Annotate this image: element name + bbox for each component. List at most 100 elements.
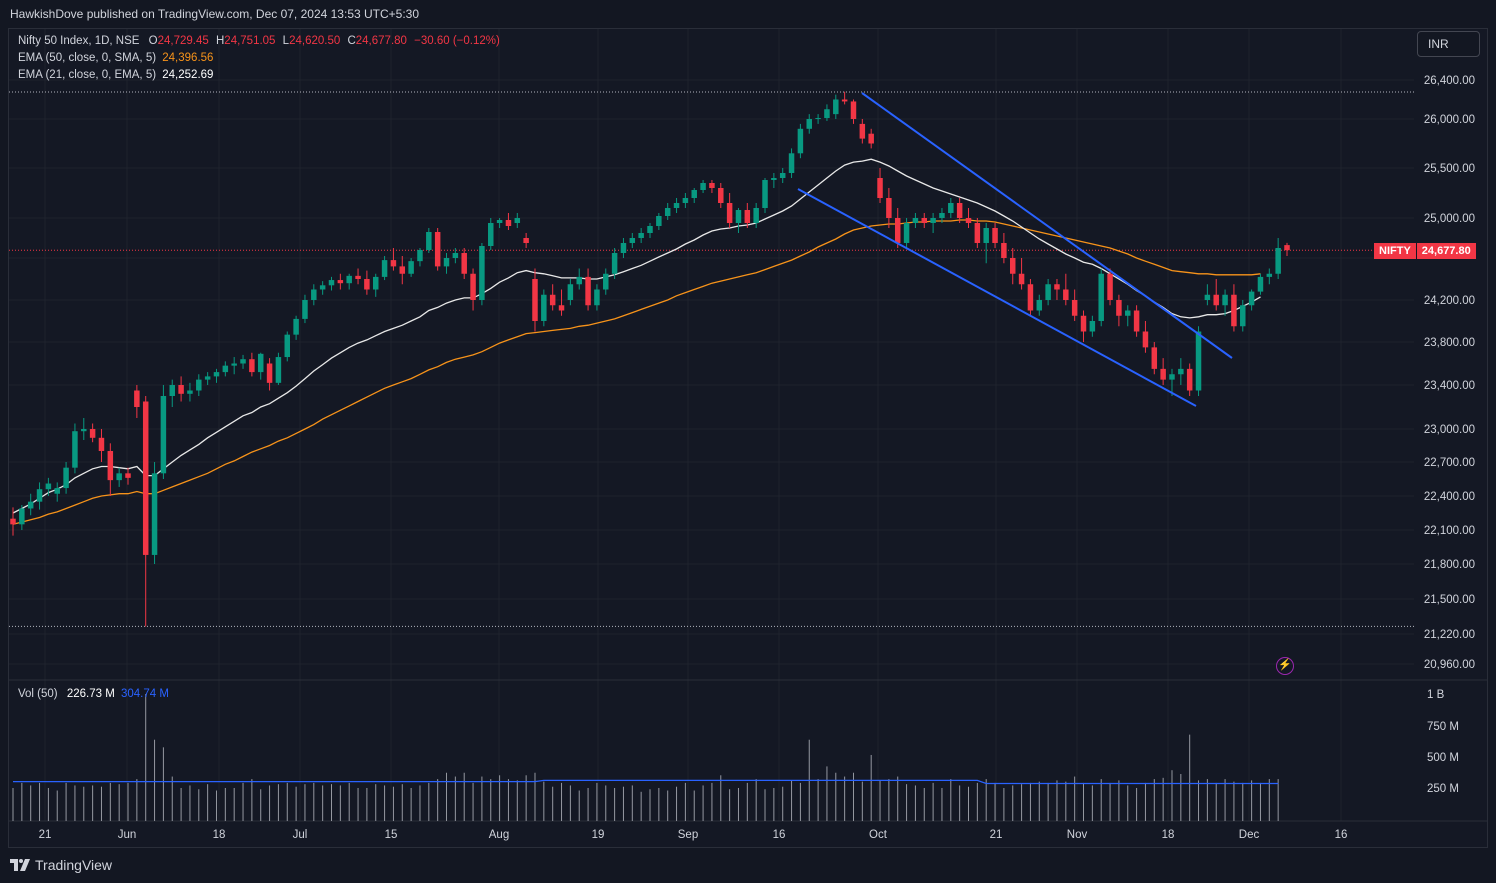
candle-body [567,284,574,300]
candle-body [1142,331,1149,348]
x-tick-label: Dec [1239,829,1260,841]
x-tick-label: Oct [869,829,888,841]
x-tick-label: 18 [1162,829,1175,841]
open-label: O [148,35,158,47]
candle-body [98,437,105,451]
candle-body [1080,315,1087,332]
candle-body [532,279,538,321]
candle-body [558,305,565,311]
candle-body [1195,331,1202,391]
chart-canvas[interactable]: 21 Jun 18 Jul 15 Aug 19 Sep 16 Oct 21 Nov 18 Dec 16 26,… [9,29,1487,847]
candle-body [319,285,326,290]
candle-body [426,232,432,250]
candle-body [824,109,830,119]
y-tick-label: 25,500.00 [1424,163,1475,175]
channel-lower-line [797,188,1197,407]
candle-body [1045,284,1051,300]
bottom-bar [0,849,1496,883]
volume-ma-line [13,779,1279,785]
candle-body [505,220,512,226]
y-tick-label: 26,000.00 [1424,114,1475,126]
candle-body [27,501,34,509]
candle-body [187,390,193,394]
chart-pane[interactable]: 21 Jun 18 Jul 15 Aug 19 Sep 16 Oct 21 Nov 18 Dec 16 26,… [8,28,1488,848]
candle-body [1001,243,1007,258]
candle-body [576,276,582,285]
candle-body [1275,248,1281,274]
tradingview-brand: TradingView [35,857,113,873]
candle-body [594,289,600,306]
volume-tick-label: 500 M [1427,752,1459,764]
candle-body [514,218,521,223]
ema50-legend[interactable]: EMA (50, close, 0, SMA, 5) 24,396.56 [18,52,213,64]
candle-body [275,357,282,383]
candle-body [107,451,114,481]
candle-body [222,365,229,373]
candle-body [1098,273,1104,321]
candle-body [399,266,406,274]
candle-body [169,385,175,396]
candle-body [868,133,874,144]
candle-body [1133,310,1140,332]
lightning-icon[interactable]: ⚡ [1276,657,1294,675]
volume-legend[interactable]: Vol (50) 226.73 M 304.74 M [18,688,169,700]
candle-body [523,238,529,243]
y-tick-label: 21,800.00 [1424,559,1475,571]
candle-body [912,218,919,223]
candle-body [1257,276,1264,292]
candle-body [815,118,821,120]
x-tick-label: 18 [213,829,226,841]
price-tag-symbol: NIFTY [1374,243,1416,259]
candle-body [231,363,237,366]
volume-tick-label: 750 M [1427,721,1459,733]
last-price-label: NIFTY 24,677.80 [1374,243,1476,259]
low-label: L [282,35,290,47]
high-value: 24,751.05 [224,35,276,47]
candle-body [1071,300,1078,316]
candle-body [257,353,264,373]
candle-body [1186,368,1193,391]
ema50-label: EMA (50, close, 0, SMA, 5) [18,52,157,64]
candle-body [806,119,812,129]
symbol-legend: Nifty 50 Index, 1D, NSE O24,729.45 H24,7… [18,35,500,47]
candle-body [1151,347,1158,369]
candle-body [311,289,317,300]
top-bar: HawkishDove published on TradingView.com… [0,0,1496,28]
candle-body [965,218,972,223]
candle-body [974,223,981,243]
candle-body [664,208,671,216]
currency-selector[interactable]: INR [1417,31,1480,57]
candle-body [903,223,910,243]
symbol-title: Nifty 50 Index, 1D, NSE [18,35,140,47]
candle-body [833,99,839,115]
tradingview-logo[interactable]: TradingView [10,857,112,873]
candle-body [63,467,69,489]
candle-body [620,243,627,253]
candle-body [1248,291,1255,306]
candle-body [603,273,609,290]
candle-body [452,253,459,258]
candle-body [328,280,335,286]
candle-body [54,488,60,494]
candle-body [470,273,476,300]
candle-body [656,216,662,226]
candle-body [1116,300,1122,316]
candle-body [1204,294,1211,300]
candle-body [629,238,636,243]
volume-ma-value: 304.74 M [121,688,169,700]
candle-body [797,128,804,154]
candle-body [355,275,361,279]
y-tick-label: 20,960.00 [1424,659,1475,671]
candle-body [266,363,273,383]
candle-body [284,334,291,358]
candle-body [151,473,158,555]
candle-body [381,260,388,277]
candle-body [240,359,246,364]
candle-body [611,253,618,274]
candle-body [1054,284,1060,290]
candle-body [372,276,379,290]
candle-body [116,473,122,481]
ema21-legend[interactable]: EMA (21, close, 0, EMA, 5) 24,252.69 [18,69,213,81]
open-value: 24,729.45 [157,35,209,47]
candle-body [930,218,936,223]
